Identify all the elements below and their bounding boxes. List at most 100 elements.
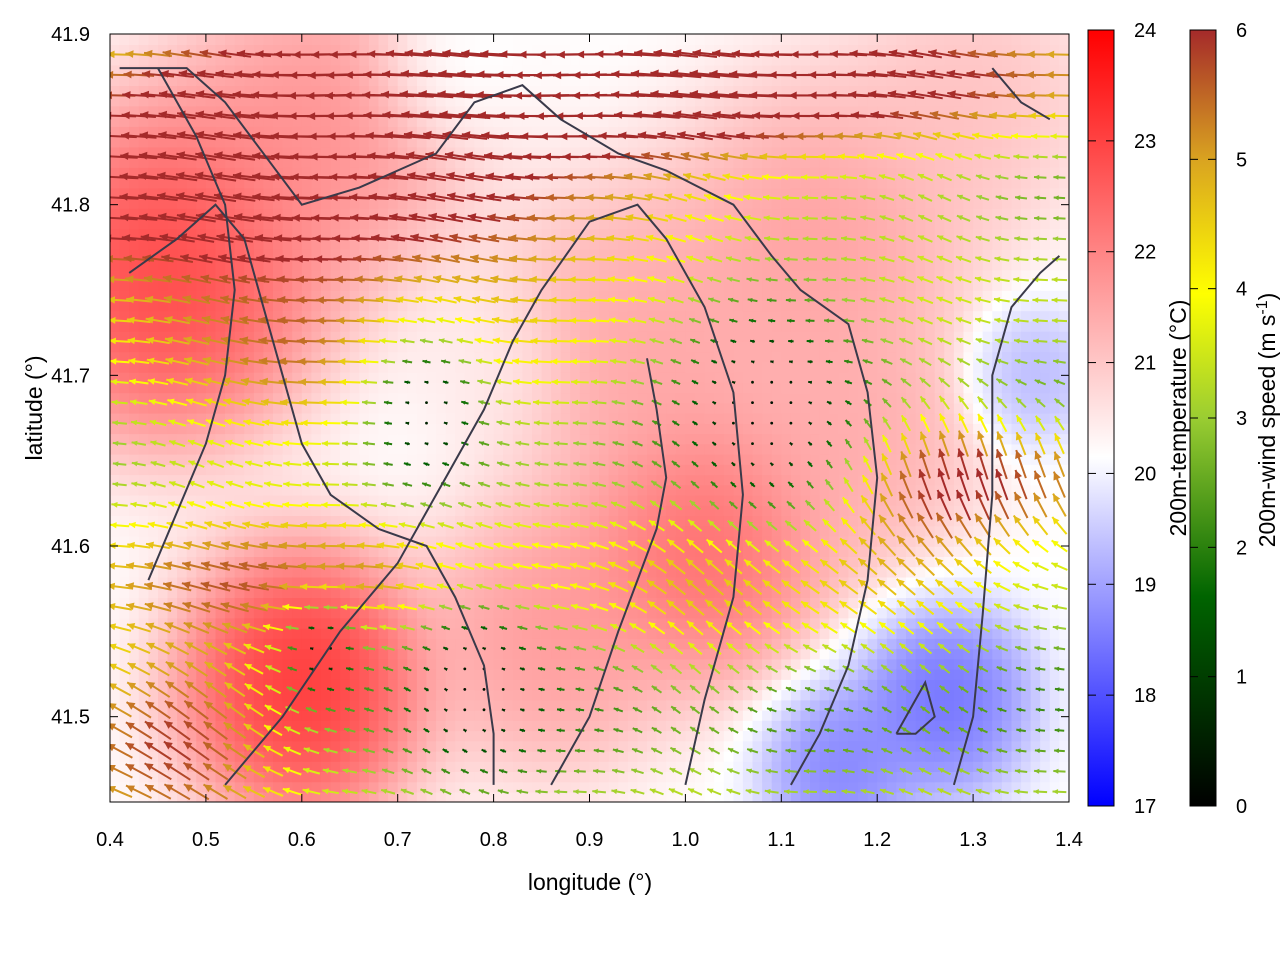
temperature-cell xyxy=(618,648,629,660)
temperature-cell xyxy=(493,515,504,527)
temperature-cell xyxy=(129,453,140,465)
temperature-cell xyxy=(388,607,399,619)
temperature-cell xyxy=(474,197,485,209)
temperature-cell xyxy=(273,187,284,199)
temperature-cell xyxy=(253,341,265,353)
temperature-cell xyxy=(618,167,629,179)
temperature-cell xyxy=(666,453,677,465)
temperature-cell xyxy=(282,341,293,353)
temperature-cell xyxy=(436,238,447,250)
temperature-cell xyxy=(503,750,514,762)
temperature-cell xyxy=(474,515,485,527)
temperature-cell xyxy=(340,566,351,578)
temperature-cell xyxy=(225,85,236,97)
temperature-cell xyxy=(148,535,159,547)
temperature-cell xyxy=(349,187,361,199)
temperature-cell xyxy=(407,136,418,148)
temperature-cell xyxy=(273,412,284,424)
temperature-cell xyxy=(158,494,169,506)
temperature-cell xyxy=(330,730,341,742)
temperature-cell xyxy=(445,658,457,670)
temperature-cell xyxy=(685,197,696,209)
temperature-cell xyxy=(723,627,735,639)
temperature-cell xyxy=(493,392,504,404)
temperature-cell xyxy=(292,587,303,598)
temperature-cell xyxy=(656,781,667,793)
temperature-cell xyxy=(541,146,552,158)
temperature-cell xyxy=(244,546,255,557)
temperature-cell xyxy=(388,44,399,56)
temperature-cell xyxy=(685,320,696,332)
temperature-cell xyxy=(263,64,274,76)
temperature-cell xyxy=(359,44,370,56)
temperature-cell xyxy=(205,136,217,148)
temperature-cell xyxy=(215,617,226,629)
temperature-cell xyxy=(129,699,140,711)
temperature-cell xyxy=(282,187,293,199)
temperature-cell xyxy=(522,535,533,547)
temperature-cell xyxy=(445,515,457,527)
temperature-cell xyxy=(637,269,648,281)
temperature-cell xyxy=(484,515,495,527)
temperature-cell xyxy=(464,505,476,516)
temperature-cell xyxy=(330,146,341,158)
temperature-cell xyxy=(484,167,495,179)
temperature-cell xyxy=(522,597,533,609)
temperature-cell xyxy=(263,679,274,691)
temperature-cell xyxy=(579,627,591,639)
temperature-cell xyxy=(416,341,428,353)
temperature-cell xyxy=(378,689,389,701)
temperature-cell xyxy=(397,781,409,793)
temperature-cell xyxy=(426,208,437,220)
temperature-cell xyxy=(570,54,581,66)
temperature-cell xyxy=(158,75,169,86)
temperature-cell xyxy=(532,54,543,66)
temperature-cell xyxy=(474,156,485,168)
temperature-cell xyxy=(397,126,409,138)
temperature-cell xyxy=(129,525,140,537)
temperature-cell xyxy=(455,627,466,639)
temperature-cell xyxy=(647,525,658,537)
temperature-cell xyxy=(148,331,159,342)
temperature-cell xyxy=(666,341,677,353)
temperature-cell xyxy=(186,771,198,783)
temperature-cell xyxy=(627,412,639,424)
temperature-cell xyxy=(503,146,514,158)
temperature-cell xyxy=(464,290,476,301)
temperature-cell xyxy=(186,546,198,557)
temperature-cell xyxy=(733,208,744,220)
temperature-cell xyxy=(196,535,207,547)
temperature-cell xyxy=(522,382,533,394)
temperature-cell xyxy=(493,331,504,342)
temperature-cell xyxy=(733,474,744,486)
temperature-cell xyxy=(570,392,581,404)
temperature-cell xyxy=(349,689,361,701)
temperature-cell xyxy=(292,208,303,220)
temperature-cell xyxy=(167,494,178,506)
temperature-cell xyxy=(167,699,178,711)
temperature-cell xyxy=(119,453,130,465)
temperature-cell xyxy=(474,423,485,435)
temperature-cell xyxy=(301,750,313,762)
temperature-cell xyxy=(512,351,524,363)
temperature-cell xyxy=(330,627,341,639)
temperature-cell xyxy=(656,423,667,435)
temperature-cell xyxy=(378,791,389,802)
temperature-cell xyxy=(177,761,188,772)
temperature-cell xyxy=(253,679,265,691)
temperature-cell xyxy=(570,64,581,76)
temperature-cell xyxy=(666,392,677,404)
temperature-cell xyxy=(340,484,351,496)
temperature-cell xyxy=(407,443,418,455)
temperature-cell xyxy=(618,341,629,353)
temperature-cell xyxy=(464,167,476,179)
temperature-cell xyxy=(589,474,600,486)
temperature-cell xyxy=(570,341,581,353)
temperature-cell xyxy=(158,689,169,701)
temperature-cell xyxy=(666,320,677,332)
temperature-cell xyxy=(244,371,255,383)
temperature-cell xyxy=(129,576,140,588)
temperature-cell xyxy=(349,546,361,557)
temperature-cell xyxy=(589,208,600,220)
temperature-cell xyxy=(196,351,207,363)
